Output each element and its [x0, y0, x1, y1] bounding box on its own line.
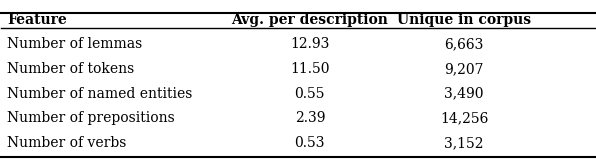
Text: 3,152: 3,152 — [445, 136, 484, 150]
Text: 0.53: 0.53 — [294, 136, 325, 150]
Text: 2.39: 2.39 — [294, 111, 325, 125]
Text: Number of named entities: Number of named entities — [7, 87, 193, 101]
Text: Number of prepositions: Number of prepositions — [7, 111, 175, 125]
Text: Feature: Feature — [7, 13, 67, 28]
Text: 14,256: 14,256 — [440, 111, 488, 125]
Text: 0.55: 0.55 — [294, 87, 325, 101]
Text: Number of lemmas: Number of lemmas — [7, 37, 142, 51]
Text: 11.50: 11.50 — [290, 62, 330, 76]
Text: Avg. per description: Avg. per description — [231, 13, 389, 28]
Text: Number of tokens: Number of tokens — [7, 62, 135, 76]
Text: 3,490: 3,490 — [445, 87, 484, 101]
Text: Number of verbs: Number of verbs — [7, 136, 127, 150]
Text: 12.93: 12.93 — [290, 37, 330, 51]
Text: Unique in corpus: Unique in corpus — [397, 13, 531, 28]
Text: 9,207: 9,207 — [445, 62, 484, 76]
Text: 6,663: 6,663 — [445, 37, 484, 51]
